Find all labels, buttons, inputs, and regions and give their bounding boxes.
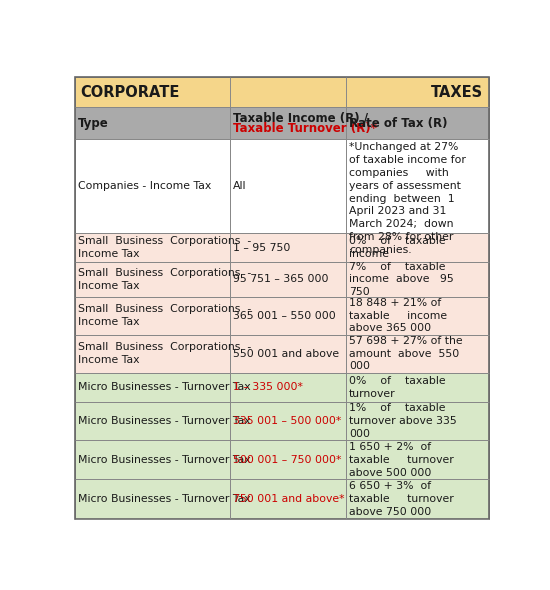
Bar — [230, 335, 346, 373]
Bar — [75, 335, 230, 373]
Text: TAXES: TAXES — [431, 84, 483, 100]
Text: 365 001 – 550 000: 365 001 – 550 000 — [233, 311, 336, 321]
Bar — [230, 263, 346, 297]
Text: 1 650 + 2%  of
taxable     turnover
above 500 000: 1 650 + 2% of taxable turnover above 500… — [349, 442, 454, 477]
Bar — [230, 373, 346, 402]
Bar — [75, 139, 230, 233]
Bar — [230, 440, 346, 480]
Text: 335 001 – 500 000*: 335 001 – 500 000* — [233, 416, 342, 426]
Bar — [346, 480, 489, 519]
Bar — [346, 335, 489, 373]
Bar — [346, 402, 489, 440]
Bar — [346, 233, 489, 263]
Text: 1 – 335 000*: 1 – 335 000* — [233, 382, 303, 392]
Text: 1 – 95 750: 1 – 95 750 — [233, 242, 290, 253]
Bar — [230, 233, 346, 263]
Bar — [75, 107, 230, 139]
Text: Type: Type — [78, 117, 109, 130]
Bar — [75, 480, 230, 519]
Text: Small  Business  Corporations  -
Income Tax: Small Business Corporations - Income Tax — [78, 268, 251, 291]
Bar — [230, 480, 346, 519]
Text: Companies - Income Tax: Companies - Income Tax — [78, 181, 211, 191]
Text: 0%    of    taxable
turnover: 0% of taxable turnover — [349, 376, 446, 399]
Bar — [75, 402, 230, 440]
Text: Micro Businesses - Turnover Tax: Micro Businesses - Turnover Tax — [78, 455, 251, 465]
Text: *Unchanged at 27%
of taxable income for
companies     with
years of assessment
e: *Unchanged at 27% of taxable income for … — [349, 142, 466, 255]
Text: Small  Business  Corporations  -
Income Tax: Small Business Corporations - Income Tax — [78, 236, 251, 259]
Text: 0%    of    taxable
income: 0% of taxable income — [349, 236, 446, 259]
Bar — [75, 263, 230, 297]
Bar — [75, 440, 230, 480]
Bar — [75, 77, 489, 107]
Text: Micro Businesses - Turnover Tax: Micro Businesses - Turnover Tax — [78, 416, 251, 426]
Text: Small  Business  Corporations  -
Income Tax: Small Business Corporations - Income Tax — [78, 304, 251, 327]
Bar — [230, 107, 346, 139]
Text: 750 001 and above*: 750 001 and above* — [233, 494, 345, 504]
Text: 6 650 + 3%  of
taxable     turnover
above 750 000: 6 650 + 3% of taxable turnover above 750… — [349, 481, 454, 517]
Text: 500 001 – 750 000*: 500 001 – 750 000* — [233, 455, 342, 465]
Bar — [75, 373, 230, 402]
Bar — [230, 139, 346, 233]
Text: All: All — [233, 181, 247, 191]
Text: Micro Businesses - Turnover Tax: Micro Businesses - Turnover Tax — [78, 382, 251, 392]
Bar — [346, 263, 489, 297]
Text: 18 848 + 21% of
taxable     income
above 365 000: 18 848 + 21% of taxable income above 365… — [349, 298, 447, 333]
Bar — [75, 233, 230, 263]
Text: 57 698 + 27% of the
amount  above  550
000: 57 698 + 27% of the amount above 550 000 — [349, 336, 463, 372]
Text: Rate of Tax (R): Rate of Tax (R) — [349, 117, 448, 130]
Bar — [346, 139, 489, 233]
Bar — [346, 297, 489, 335]
Bar — [346, 373, 489, 402]
Text: Taxable Income (R) /: Taxable Income (R) / — [233, 112, 368, 125]
Text: 1%    of    taxable
turnover above 335
000: 1% of taxable turnover above 335 000 — [349, 403, 457, 439]
Text: Taxable Turnover (R)*: Taxable Turnover (R)* — [233, 122, 377, 135]
Bar — [346, 107, 489, 139]
Bar — [75, 297, 230, 335]
Bar — [230, 402, 346, 440]
Text: Small  Business  Corporations  -
Income Tax: Small Business Corporations - Income Tax — [78, 342, 251, 365]
Bar — [346, 440, 489, 480]
Bar — [230, 297, 346, 335]
Text: Micro Businesses - Turnover Tax: Micro Businesses - Turnover Tax — [78, 494, 251, 504]
Text: 95 751 – 365 000: 95 751 – 365 000 — [233, 274, 329, 284]
Text: 7%    of    taxable
income  above   95
750: 7% of taxable income above 95 750 — [349, 262, 454, 297]
Text: 550 001 and above: 550 001 and above — [233, 349, 339, 359]
Text: CORPORATE: CORPORATE — [80, 84, 180, 100]
